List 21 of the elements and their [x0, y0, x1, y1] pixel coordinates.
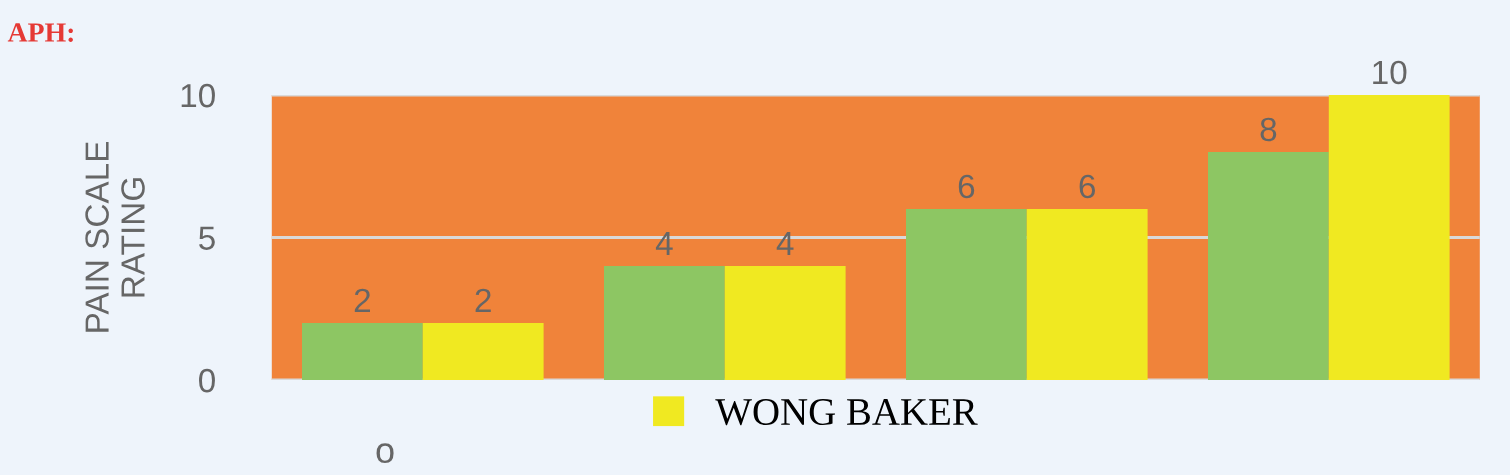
data-label: 10: [1373, 60, 1407, 85]
y-tick-label: 5: [199, 226, 215, 250]
bar: [422, 323, 544, 380]
data-label: 2: [475, 288, 491, 312]
text: o: [376, 443, 394, 464]
data-label: 8: [1260, 117, 1277, 142]
bar: [1026, 209, 1148, 380]
data-label: 2: [354, 288, 370, 312]
bar: [302, 323, 423, 380]
bar: [604, 266, 725, 380]
bar: [724, 266, 846, 380]
y-axis-title: PAIN SCALE RATING: [85, 141, 145, 332]
text: APH:: [7, 23, 73, 42]
data-label: 6: [1079, 174, 1095, 199]
y-tick-label: 10: [181, 83, 215, 108]
legend-label: WONG BAKER: [715, 398, 978, 426]
y-tick-label: 0: [199, 368, 215, 393]
bar: [1208, 152, 1329, 380]
bar: [1328, 95, 1450, 380]
data-label: 6: [958, 174, 975, 199]
bar: [906, 209, 1027, 380]
